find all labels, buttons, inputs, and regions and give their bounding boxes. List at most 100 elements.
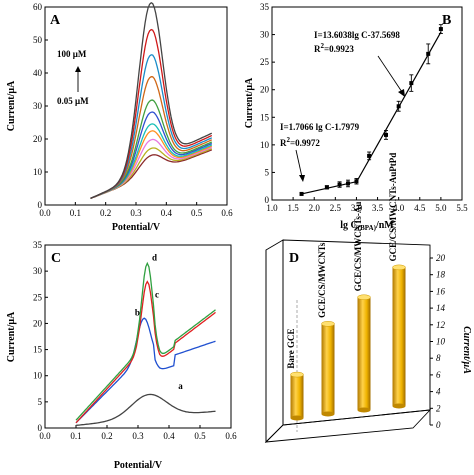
panel-c: C 0.0 0.1 0.2 0.3 0.4 0.5 0.6 0 5 10 15 20 25 30 35 a b… — [6, 240, 237, 471]
panel-b-point-5 — [367, 153, 372, 158]
panel-a-ytick-label-6: 60 — [33, 2, 43, 12]
panel-b-xtick-label-5: 3.5 — [372, 203, 384, 213]
panel-c-ytick-label-0: 0 — [38, 423, 43, 433]
panel-d-letter: D — [289, 251, 299, 266]
panel-d-bar-top-3 — [392, 264, 406, 271]
panel-b-ytick-label-7: 35 — [260, 2, 270, 12]
panel-b-ylabel: Current/μA — [244, 77, 255, 128]
panel-b-point-4 — [354, 179, 359, 184]
panel-c-xtick-label-5: 0.5 — [194, 431, 206, 441]
panel-b-ytick-label-2: 10 — [260, 140, 270, 150]
panel-a-curves — [90, 2, 213, 200]
panel-a-ytick-label-5: 50 — [33, 35, 43, 45]
panel-d-bar-3 — [392, 267, 406, 406]
panel-d-ytick-label-1: 2 — [436, 403, 441, 413]
panel-d-bar-base-3 — [392, 403, 406, 409]
panel-b-fit-high-r2-sup: 2 — [321, 42, 325, 50]
panel-d: D 0 2 4 6 8 10 12 14 16 18 20 Bare GCE GCE/CS/MWCNT… — [264, 153, 472, 444]
panel-b-frame — [271, 6, 463, 201]
panel-d-category-label-1: GCE/CS/MWCNTs — [317, 242, 327, 318]
panel-c-ytick-label-6: 30 — [33, 266, 43, 276]
panel-a-frame — [44, 6, 228, 206]
panel-b-ticks: 1.0 1.5 2.0 2.5 3.0 3.5 4.0 4.5 5.0 5.5 0 5 10 15 20 25… — [260, 2, 468, 213]
panel-c-label-c: c — [155, 289, 159, 299]
panel-a-series-10 — [90, 2, 213, 199]
panel-b-fit-high-eq: I=13.6038lg C-37.5698 — [314, 30, 400, 40]
panel-a-xtick-label-6: 0.6 — [221, 208, 233, 218]
panel-a-xtick-label-4: 0.4 — [161, 208, 173, 218]
panel-b-fit-high-r2-value: =0.9923 — [324, 44, 354, 54]
panel-d-ytick-label-2: 4 — [436, 387, 441, 397]
panel-c-ytick-label-7: 35 — [33, 240, 43, 250]
panel-d-ticks: 0 2 4 6 8 10 12 14 16 18 20 — [429, 253, 446, 430]
panel-a-xlabel: Potential/V — [112, 222, 161, 233]
panel-b-xtick-label-3: 2.5 — [330, 203, 342, 213]
panel-d-ylabel: Current/μA — [461, 326, 472, 374]
panel-a-xtick-label-2: 0.2 — [100, 208, 111, 218]
panel-a-ytick-label-1: 10 — [33, 167, 43, 177]
panel-d-bar-top-1 — [321, 321, 335, 327]
panel-d-bars — [290, 264, 406, 421]
panel-b-fit-low-r2-label: R — [280, 138, 287, 148]
panel-c-ytick-label-3: 15 — [33, 345, 43, 355]
panel-d-bar-base-2 — [357, 407, 371, 413]
panel-b-point-9 — [426, 51, 431, 56]
panel-a-xtick-label-1: 0.1 — [70, 208, 81, 218]
panel-b-xtick-label-2: 2.0 — [309, 203, 321, 213]
panel-b-point-7 — [396, 104, 401, 109]
panel-c-ticks: 0.0 0.1 0.2 0.3 0.4 0.5 0.6 0 5 10 15 20 25 30 35 — [33, 240, 237, 441]
panel-b-arrowhead-low — [299, 175, 305, 182]
panel-b-fit-low-eq: I=1.7066 lg C-1.7979 — [280, 122, 360, 132]
panel-a-ytick-label-2: 20 — [33, 134, 43, 144]
panel-b-point-8 — [409, 81, 414, 86]
panel-c-ytick-label-5: 25 — [33, 292, 43, 302]
panel-b-xtick-label-7: 4.5 — [414, 203, 426, 213]
panel-b-xtick-label-1: 1.5 — [287, 203, 299, 213]
panel-c-label-a: a — [178, 381, 183, 391]
panel-d-ytick-label-9: 18 — [436, 270, 446, 280]
panel-b-fit-low-r2: R2=0.9972 — [280, 136, 320, 148]
panel-d-ytick-label-8: 16 — [436, 286, 446, 296]
panel-b-xlabel: lg C(BPA)/nM — [340, 220, 394, 232]
panel-b-fit-high-r2-label: R — [314, 44, 321, 54]
panel-d-bar-top-0 — [290, 371, 304, 378]
panel-b-letter: B — [442, 13, 451, 28]
panel-b: B 1.0 1.5 2.0 2.5 3.0 3.5 4.0 4.5 5.0 5.5 0 5 10 15 20… — [244, 2, 468, 232]
panel-d-ytick-label-5: 10 — [436, 337, 446, 347]
panel-a-ylabel: Current/μA — [6, 80, 17, 131]
panel-a-letter: A — [50, 13, 61, 28]
panel-a-series-7 — [90, 76, 213, 200]
panel-b-xtick-label-9: 5.5 — [456, 203, 468, 213]
panel-c-xlabel: Potential/V — [114, 460, 163, 471]
panel-b-point-1 — [324, 185, 329, 190]
panel-d-bar-2 — [357, 297, 371, 410]
panel-d-ytick-label-4: 8 — [436, 353, 441, 363]
panel-a-arrowhead — [75, 66, 81, 72]
panel-b-point-0 — [299, 191, 304, 196]
panel-b-arrow-high — [377, 55, 403, 93]
panel-b-arrowhead-high — [398, 89, 405, 97]
panel-c-xtick-label-2: 0.2 — [101, 431, 112, 441]
panel-a-annotation-high: 100 μM — [57, 49, 87, 59]
panel-c-xtick-label-1: 0.1 — [70, 431, 81, 441]
panel-c-xtick-label-6: 0.6 — [225, 431, 237, 441]
panel-b-xlabel-sub: (BPA) — [358, 224, 377, 232]
panel-b-ytick-label-5: 25 — [260, 57, 270, 67]
panel-a-ytick-label-4: 40 — [33, 68, 43, 78]
panel-d-category-labels: Bare GCE GCE/CS/MWCNTs GCE/CS/MWCNTs-Au GCE… — [286, 153, 398, 369]
panel-c-xtick-label-4: 0.4 — [163, 431, 175, 441]
panel-c-label-d: d — [152, 253, 157, 263]
panel-d-category-label-0: Bare GCE — [286, 328, 296, 368]
panel-b-xtick-label-0: 1.0 — [266, 203, 278, 213]
panel-b-plot — [299, 24, 443, 196]
panel-a-xtick-label-0: 0.0 — [39, 208, 51, 218]
panel-a-xtick-label-3: 0.3 — [130, 208, 142, 218]
panel-d-bar-base-0 — [290, 415, 304, 421]
panel-c-xtick-label-0: 0.0 — [39, 431, 51, 441]
panel-c-ytick-label-4: 20 — [33, 318, 43, 328]
panel-d-left-wall — [265, 239, 284, 444]
panel-d-category-label-2: GCE/CS/MWCNTs-Au — [353, 202, 363, 292]
panel-b-ytick-label-3: 15 — [260, 112, 270, 122]
panel-d-bar-1 — [321, 323, 335, 414]
